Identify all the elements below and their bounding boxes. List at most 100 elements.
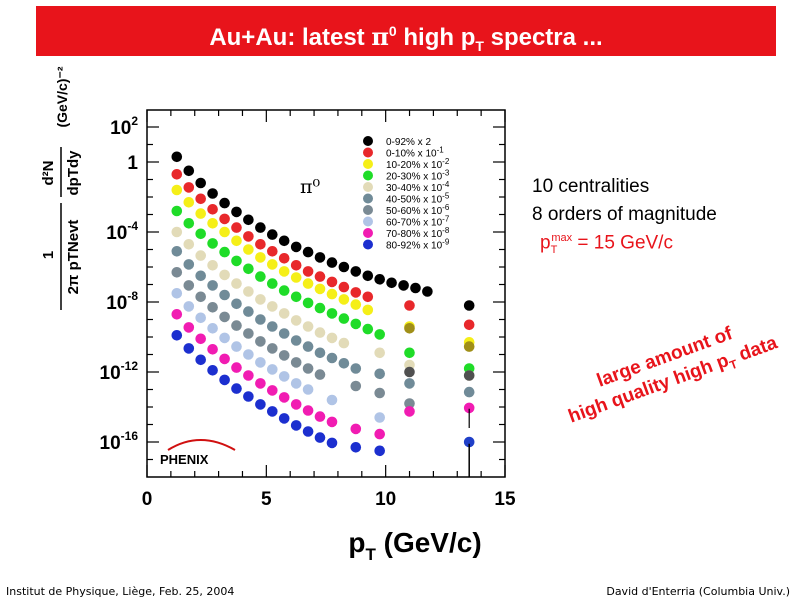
data-point [171,267,183,278]
data-point [231,298,242,310]
phenix-logo-arc [167,439,236,451]
data-point [290,399,302,410]
y-tick-label: 102 [110,114,138,139]
data-point [362,291,374,303]
data-point [171,169,183,180]
data-point [314,271,326,282]
data-point [267,278,278,289]
data-point [362,323,374,335]
data-point [243,286,254,297]
note-ptmax-p: p [540,232,551,254]
note-ptmax-sub: T [550,244,558,257]
data-point [290,420,302,431]
data-point [219,289,230,301]
page-title: Au+Au: latest π0 high pT spectra ... [36,6,776,56]
data-point [374,412,386,423]
y-label-dpt: dpTdy [65,150,82,196]
data-point [338,358,350,369]
data-point [183,182,195,193]
legend-label: 60-70% x 10-7 [386,215,450,229]
data-point [350,363,362,374]
data-point [314,369,326,380]
data-point [374,387,386,399]
data-point [278,392,290,403]
data-point [404,347,415,359]
data-point [267,229,278,240]
data-point [207,204,218,215]
data-point [231,222,242,233]
data-point [463,402,475,414]
data-point [183,343,195,354]
data-point [350,442,362,453]
y-tick-base: 10 [110,118,131,139]
data-point [219,353,230,365]
data-point [302,266,314,277]
data-point [278,328,290,339]
legend-label: 30-40% x 10-4 [386,180,450,194]
title-sub: T [475,37,484,54]
data-point [374,347,386,359]
legend-marker [363,147,373,158]
data-point [255,239,266,250]
data-point [314,432,326,443]
data-point [302,321,314,332]
legend-marker [363,170,373,181]
title-pi-sup: 0 [388,23,397,39]
data-point [278,235,290,247]
data-point [338,337,350,349]
data-point [183,239,195,250]
data-point [302,363,314,374]
data-point [183,301,195,312]
y-tick-base: 10 [106,223,127,244]
data-point [171,205,183,217]
data-point [326,352,338,364]
data-point [243,391,254,402]
title-prefix: Au+Au: latest [209,24,372,51]
data-point [374,329,386,340]
data-point [314,327,326,338]
data-point [207,218,218,229]
legend-label: 70-80% x 10-8 [386,226,450,240]
data-point [255,294,266,305]
data-point [267,364,278,375]
data-point [219,332,230,344]
data-point [463,300,475,311]
note-ptmax-sup: max [551,232,573,244]
data-point [255,336,266,347]
data-point [326,437,338,449]
y-axis-label: 1 2π pTNevt d²N dpTdy (GeV/c)⁻² [40,66,82,310]
data-point [207,365,218,376]
y-tick-base: 10 [106,293,127,314]
data-point [195,291,206,303]
data-point [255,314,266,325]
data-point [278,266,290,277]
legend-marker [363,136,373,146]
y-tick-base: 1 [127,153,138,174]
data-point [195,354,206,366]
data-point [243,370,254,381]
y-label-denominator: 2π pTNevt [65,220,82,295]
phenix-logo-text: PHENIX [160,452,209,467]
data-point [267,301,278,312]
data-point [404,406,415,417]
data-point [207,302,218,313]
legend-label: 0-92% x 2 [386,137,431,148]
data-point [278,371,290,382]
y-label-d2n: d²N [40,161,57,186]
data-point [350,423,362,435]
data-point [171,226,183,238]
note-orders: 8 orders of magnitude [532,204,717,225]
data-point [243,328,254,339]
data-point [183,165,195,177]
note-ptmax-suffix: = 15 GeV/c [572,232,673,254]
data-point [326,394,338,406]
title-bar: Au+Au: latest π0 high pT spectra ... [36,6,776,56]
data-point [463,341,475,352]
data-point [183,259,195,270]
data-point [171,151,183,163]
legend-marker [363,216,373,227]
legend-marker [363,182,373,192]
data-point [314,252,326,263]
data-point [171,288,183,299]
